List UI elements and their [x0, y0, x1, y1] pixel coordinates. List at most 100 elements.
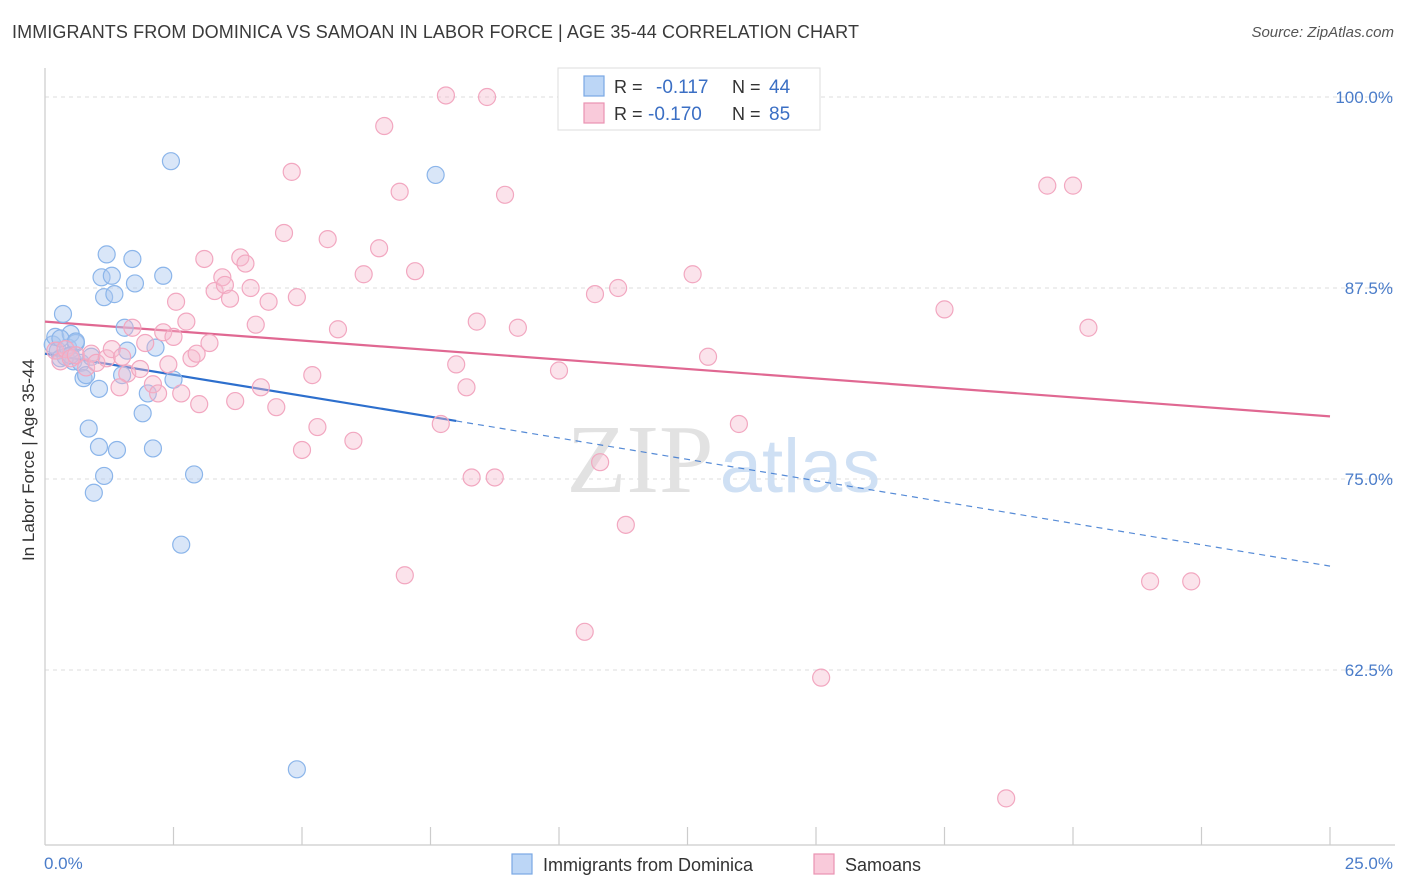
point-samoans — [812, 668, 831, 687]
point-samoans — [462, 468, 481, 487]
point-samoans — [292, 440, 312, 460]
point-samoans — [215, 275, 234, 295]
point-samoans — [154, 323, 173, 342]
point-samoans — [485, 468, 504, 487]
point-dominica — [89, 379, 109, 398]
point-samoans — [164, 327, 183, 346]
point-dominica — [123, 249, 142, 269]
axes — [44, 68, 1395, 846]
point-samoans — [591, 453, 610, 472]
point-samoans — [172, 384, 191, 403]
point-samoans — [1038, 176, 1057, 195]
point-samoans — [405, 262, 425, 281]
point-samoans — [97, 349, 116, 368]
point-samoans — [609, 278, 628, 298]
point-samoans — [148, 384, 168, 403]
point-samoans — [61, 349, 80, 368]
point-dominica — [84, 483, 103, 502]
point-samoans — [495, 185, 515, 204]
point-samoans — [123, 318, 142, 337]
point-dominica — [102, 266, 121, 285]
legend-n-samoans: 85 — [769, 104, 790, 125]
point-samoans — [370, 239, 389, 258]
point-samoans — [112, 347, 132, 366]
point-samoans — [195, 249, 214, 269]
point-dominica — [172, 535, 191, 554]
point-samoans — [1140, 572, 1160, 591]
trend-line-dominica — [44, 352, 457, 423]
point-samoans — [467, 312, 486, 331]
y-tick-label: 87.5% — [1345, 279, 1393, 298]
point-samoans — [328, 320, 348, 339]
point-samoans — [549, 361, 569, 380]
legend-n-label: N = — [732, 104, 761, 124]
point-dominica — [97, 245, 116, 264]
point-samoans — [375, 116, 394, 136]
point-samoans — [303, 365, 322, 385]
point-samoans — [267, 398, 286, 417]
watermark-atlas: atlas — [720, 424, 881, 509]
source-label: Source: ZipAtlas.com — [1251, 24, 1394, 41]
chart-title: IMMIGRANTS FROM DOMINICA VS SAMOAN IN LA… — [12, 22, 860, 42]
point-samoans — [935, 300, 954, 319]
point-samoans — [354, 265, 373, 284]
point-dominica — [184, 465, 204, 484]
legend-r-label: R = — [614, 77, 643, 97]
y-axis-title: In Labor Force | Age 35-44 — [19, 359, 38, 561]
legend-label-samoans: Samoans — [845, 855, 921, 875]
point-samoans — [102, 340, 121, 359]
data-points — [43, 86, 1201, 808]
point-samoans — [136, 333, 155, 353]
point-dominica — [133, 404, 152, 423]
legend-r-dominica: -0.117 — [656, 77, 708, 98]
point-dominica — [426, 165, 445, 185]
legend-swatch-dominica — [511, 853, 533, 875]
point-samoans — [395, 566, 414, 585]
point-samoans — [251, 378, 270, 397]
point-dominica — [161, 152, 181, 171]
point-samoans — [220, 289, 240, 308]
point-dominica — [53, 304, 73, 324]
point-samoans — [205, 281, 224, 301]
point-dominica — [89, 437, 109, 457]
y-tick-label: 62.5% — [1345, 661, 1393, 680]
point-dominica — [95, 466, 114, 486]
point-samoans — [616, 515, 635, 534]
point-dominica — [287, 760, 306, 779]
watermark-zip: ZIP — [567, 406, 714, 514]
point-samoans — [729, 414, 749, 434]
point-samoans — [477, 87, 497, 107]
point-samoans — [1079, 318, 1098, 337]
point-dominica — [143, 439, 163, 458]
point-samoans — [457, 378, 476, 397]
point-samoans — [241, 278, 260, 298]
point-dominica — [105, 285, 124, 304]
point-samoans — [585, 285, 605, 304]
point-samoans — [1063, 176, 1083, 195]
point-samoans — [236, 254, 255, 273]
series-legend: Immigrants from Dominica Samoans — [511, 853, 921, 875]
point-dominica — [95, 288, 114, 307]
point-dominica — [154, 266, 173, 285]
point-dominica — [66, 332, 85, 351]
point-samoans — [177, 312, 196, 331]
trend-line-samoans — [44, 320, 1331, 418]
point-dominica — [115, 318, 134, 337]
point-dominica — [77, 365, 96, 385]
point-samoans — [166, 292, 186, 311]
point-samoans — [87, 353, 106, 372]
point-samoans — [190, 395, 209, 414]
point-samoans — [683, 265, 702, 284]
y-tick-label: 100.0% — [1335, 88, 1393, 107]
point-dominica — [138, 384, 157, 403]
legend-r-label: R = — [614, 104, 643, 124]
point-samoans — [259, 292, 278, 311]
x-tick-label: 0.0% — [44, 854, 83, 873]
y-tick-label: 75.0% — [1345, 470, 1393, 489]
point-samoans — [287, 288, 306, 307]
legend-swatch-samoans — [583, 102, 605, 124]
point-samoans — [110, 378, 129, 397]
point-samoans — [575, 622, 594, 641]
point-samoans — [200, 333, 219, 353]
point-samoans — [997, 789, 1016, 808]
